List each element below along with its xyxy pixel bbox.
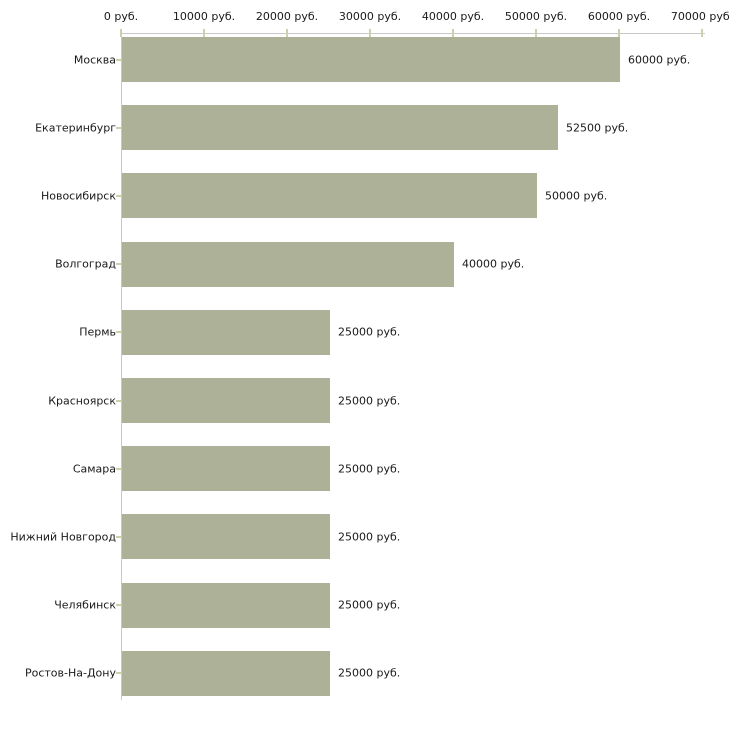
x-axis-line: [121, 33, 705, 34]
x-tick-mark: [452, 29, 454, 37]
value-label: 50000 руб.: [545, 189, 608, 203]
category-label: Екатеринбург: [35, 121, 116, 135]
bar: [122, 378, 330, 423]
value-label: 25000 руб.: [338, 598, 401, 612]
x-tick-label: 30000 руб.: [338, 10, 402, 23]
category-label: Волгоград: [55, 257, 116, 271]
category-label: Пермь: [79, 325, 116, 339]
value-label: 25000 руб.: [338, 394, 401, 407]
category-label: Нижний Новгород: [10, 530, 116, 544]
bar: [122, 173, 537, 219]
y-tick-mark: [116, 126, 121, 129]
bar: [122, 446, 330, 492]
x-tick-mark: [203, 29, 205, 37]
bar: [122, 582, 330, 628]
bar: [122, 37, 620, 82]
value-label: 25000 руб.: [338, 325, 401, 339]
y-axis-line: [121, 33, 122, 700]
category-label: Самара: [72, 462, 116, 476]
x-tick-label: 0 руб.: [103, 10, 139, 23]
bar: [122, 309, 330, 355]
x-tick-mark: [618, 29, 620, 37]
y-tick-mark: [116, 604, 121, 607]
value-label: 40000 руб.: [462, 257, 525, 271]
value-label: 52500 руб.: [566, 121, 629, 135]
category-label: Новосибирск: [40, 189, 116, 203]
bar: [122, 650, 330, 696]
x-tick-label: 60000 руб.: [587, 10, 651, 23]
bar: [122, 241, 454, 287]
x-tick-mark: [701, 29, 703, 37]
category-label: Москва: [73, 53, 116, 66]
y-tick-mark: [116, 58, 121, 61]
y-tick-mark: [116, 331, 121, 334]
x-tick-mark: [535, 29, 537, 37]
y-tick-mark: [116, 672, 121, 675]
y-tick-mark: [116, 263, 121, 266]
bar: [122, 105, 558, 151]
category-label: Красноярск: [48, 394, 116, 407]
y-tick-mark: [116, 467, 121, 470]
x-tick-mark: [286, 29, 288, 37]
x-tick-mark: [369, 29, 371, 37]
category-label: Ростов-На-Дону: [24, 666, 116, 680]
x-tick-label: 70000 руб.: [670, 10, 730, 23]
x-tick-label: 20000 руб.: [255, 10, 319, 23]
x-tick-label: 40000 руб.: [421, 10, 485, 23]
x-tick-mark: [120, 29, 122, 37]
y-tick-mark: [116, 535, 121, 538]
value-label: 25000 руб.: [338, 666, 401, 680]
y-tick-mark: [116, 194, 121, 197]
value-label: 60000 руб.: [628, 53, 691, 66]
x-tick-label: 50000 руб.: [504, 10, 568, 23]
y-tick-mark: [116, 399, 121, 402]
category-label: Челябинск: [54, 598, 116, 612]
bar: [122, 514, 330, 560]
value-label: 25000 руб.: [338, 530, 401, 544]
value-label: 25000 руб.: [338, 462, 401, 476]
x-tick-label: 10000 руб.: [172, 10, 236, 23]
